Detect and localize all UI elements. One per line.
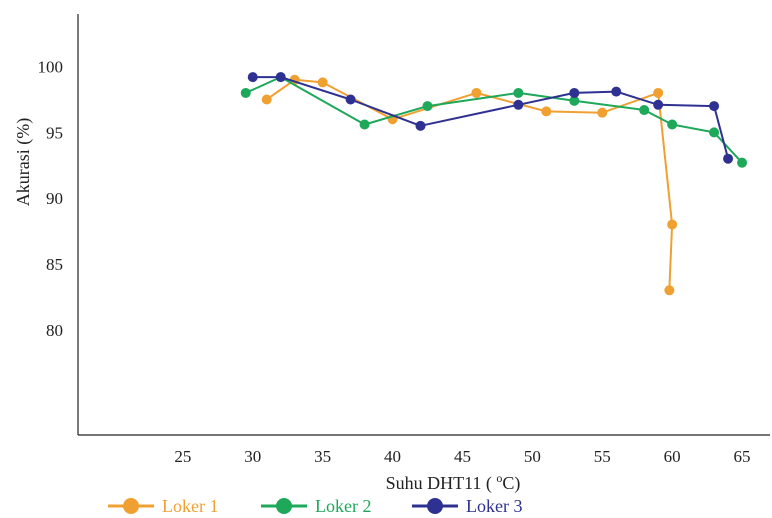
data-point bbox=[471, 87, 482, 98]
y-axis-title: Akurasi (%) bbox=[13, 118, 34, 206]
data-point bbox=[317, 77, 328, 88]
data-point bbox=[664, 285, 675, 296]
data-point bbox=[653, 99, 664, 110]
x-tick-label: 35 bbox=[314, 447, 331, 466]
data-point bbox=[240, 87, 251, 98]
data-point bbox=[261, 94, 272, 105]
data-point bbox=[667, 219, 678, 230]
data-point bbox=[345, 94, 356, 105]
data-point bbox=[359, 119, 370, 130]
legend-item-loker-3: Loker 3 bbox=[412, 496, 522, 516]
data-point bbox=[611, 86, 622, 97]
data-point bbox=[737, 157, 748, 168]
x-tick-label: 40 bbox=[384, 447, 401, 466]
x-axis-title-main: Suhu DHT11 ( bbox=[386, 473, 497, 494]
series-layer bbox=[240, 72, 748, 296]
series-loker-1 bbox=[261, 74, 678, 296]
plot-area bbox=[77, 14, 770, 436]
x-tick-label: 55 bbox=[594, 447, 611, 466]
x-tick-label: 25 bbox=[174, 447, 191, 466]
legend-label: Loker 2 bbox=[315, 496, 371, 516]
data-point bbox=[723, 153, 734, 164]
legend: Loker 1 Loker 2 Loker 3 bbox=[108, 496, 522, 516]
x-tick-labels: 25 30 35 40 45 50 55 60 65 bbox=[174, 447, 750, 466]
data-point bbox=[247, 72, 258, 83]
series-loker-3 bbox=[247, 72, 734, 164]
series-line bbox=[245, 76, 743, 164]
x-tick-label: 60 bbox=[664, 447, 681, 466]
y-tick-label: 95 bbox=[46, 123, 63, 142]
y-tick-label: 90 bbox=[46, 189, 63, 208]
y-tick-label: 100 bbox=[38, 58, 64, 77]
legend-item-loker-1: Loker 1 bbox=[108, 496, 218, 516]
data-point bbox=[422, 101, 433, 112]
x-tick-label: 65 bbox=[734, 447, 751, 466]
x-tick-label: 50 bbox=[524, 447, 541, 466]
data-point bbox=[569, 95, 580, 106]
data-point bbox=[653, 87, 664, 98]
legend-marker bbox=[276, 498, 292, 514]
data-point bbox=[569, 87, 580, 98]
legend-marker bbox=[427, 498, 443, 514]
data-point bbox=[541, 106, 552, 117]
y-tick-labels: 80 85 90 95 100 bbox=[38, 58, 64, 340]
data-point bbox=[639, 105, 650, 116]
legend-label: Loker 1 bbox=[162, 496, 218, 516]
data-point bbox=[709, 127, 720, 138]
data-point bbox=[275, 72, 286, 83]
series-line bbox=[266, 78, 674, 291]
x-tick-label: 30 bbox=[244, 447, 261, 466]
legend-item-loker-2: Loker 2 bbox=[261, 496, 371, 516]
data-point bbox=[513, 87, 524, 98]
legend-marker bbox=[123, 498, 139, 514]
x-axis-title-unit: C) bbox=[502, 473, 520, 494]
y-tick-label: 80 bbox=[46, 321, 63, 340]
series-line bbox=[252, 76, 730, 159]
x-tick-label: 45 bbox=[454, 447, 471, 466]
data-point bbox=[667, 119, 678, 130]
series-loker-2 bbox=[240, 72, 748, 168]
x-axis-title: Suhu DHT11 ( oC) bbox=[386, 471, 521, 494]
data-point bbox=[709, 101, 720, 112]
x-axis-title-superscript: o bbox=[496, 471, 502, 485]
data-point bbox=[513, 99, 524, 110]
y-tick-label: 85 bbox=[46, 255, 63, 274]
data-point bbox=[415, 120, 426, 131]
legend-label: Loker 3 bbox=[466, 496, 522, 516]
data-point bbox=[597, 107, 608, 118]
